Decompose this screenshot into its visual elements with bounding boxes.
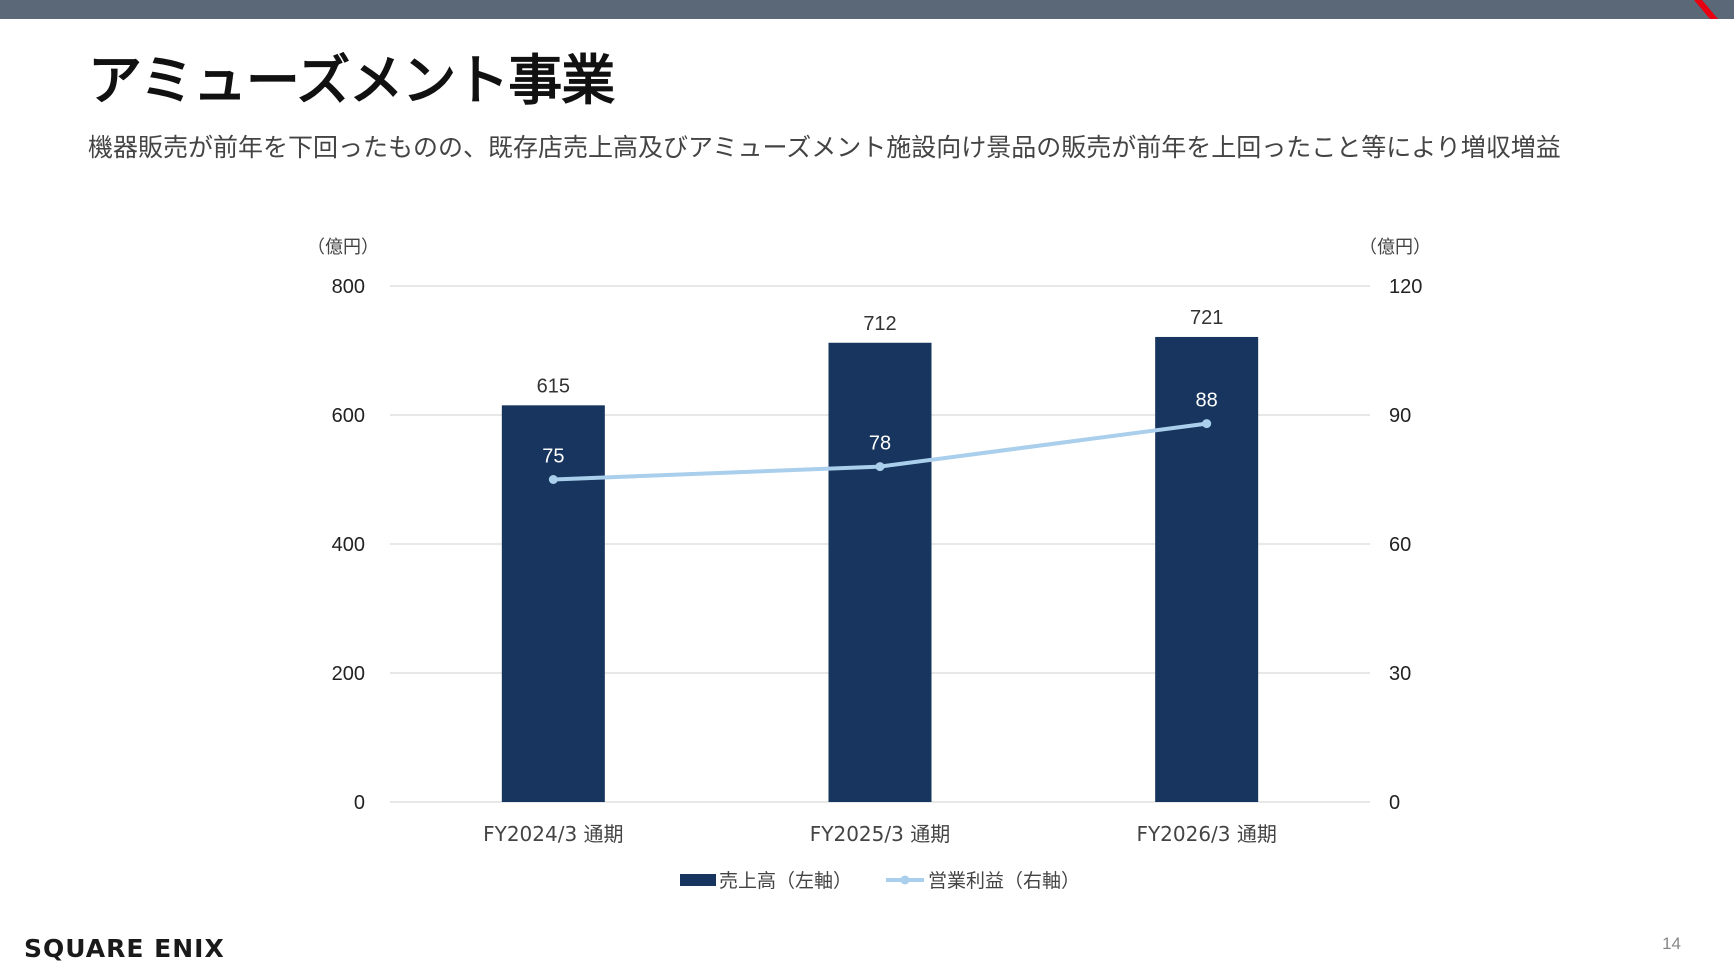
legend-revenue-label: 売上高（左軸） <box>719 870 852 892</box>
bar-revenue <box>1155 336 1259 802</box>
y-right-tick-label: 90 <box>1389 405 1411 427</box>
bar-value-label: 615 <box>537 375 570 397</box>
legend-profit-label: 営業利益（右軸） <box>928 870 1080 892</box>
y-left-tick-label: 0 <box>354 792 365 814</box>
page-number: 14 <box>1662 934 1681 953</box>
chart-svg: 0 200 400 600 800 0 30 60 90 120 （億円） （億円） FY2024/3 … <box>307 237 1431 892</box>
bar-revenue <box>828 342 932 802</box>
x-category-label: FY2026/3 通期 <box>1136 822 1276 846</box>
line-point <box>548 475 558 484</box>
legend-bar-swatch <box>680 874 716 886</box>
top-bar <box>0 0 1734 19</box>
line-point <box>875 462 885 472</box>
line-value-label: 75 <box>542 446 564 468</box>
y-left-tick-label: 400 <box>332 534 365 556</box>
bar-revenue <box>501 405 605 802</box>
y-right-tick-label: 60 <box>1389 534 1411 556</box>
line-value-label: 88 <box>1196 390 1218 412</box>
line-point <box>1202 419 1212 429</box>
square-enix-logo: SQUARE ENIX <box>24 934 225 963</box>
bar-value-label: 712 <box>863 313 896 335</box>
y-right-tick-label: 0 <box>1389 792 1400 814</box>
bar-value-label: 721 <box>1190 307 1223 329</box>
y-right-unit-label: （億円） <box>1359 237 1431 258</box>
x-category-label: FY2024/3 通期 <box>483 822 623 846</box>
page-subtitle: 機器販売が前年を下回ったものの、既存店売上高及びアミューズメント施設向け景品の販… <box>88 133 1561 162</box>
chart: 0 200 400 600 800 0 30 60 90 120 （億円） （億円） FY2024/3 … <box>0 220 1734 910</box>
page-title: アミューズメント事業 <box>88 49 615 112</box>
y-left-tick-label: 600 <box>332 405 365 427</box>
x-category-label: FY2025/3 通期 <box>810 822 950 846</box>
corner-accent-stripe <box>1694 0 1734 19</box>
y-left-tick-label: 200 <box>332 663 365 685</box>
legend-line-marker <box>900 875 910 885</box>
y-left-unit-label: （億円） <box>307 237 379 258</box>
y-right-tick-label: 30 <box>1389 663 1411 685</box>
y-right-tick-label: 120 <box>1389 276 1422 298</box>
y-left-tick-label: 800 <box>332 276 365 298</box>
line-value-label: 78 <box>869 433 891 455</box>
